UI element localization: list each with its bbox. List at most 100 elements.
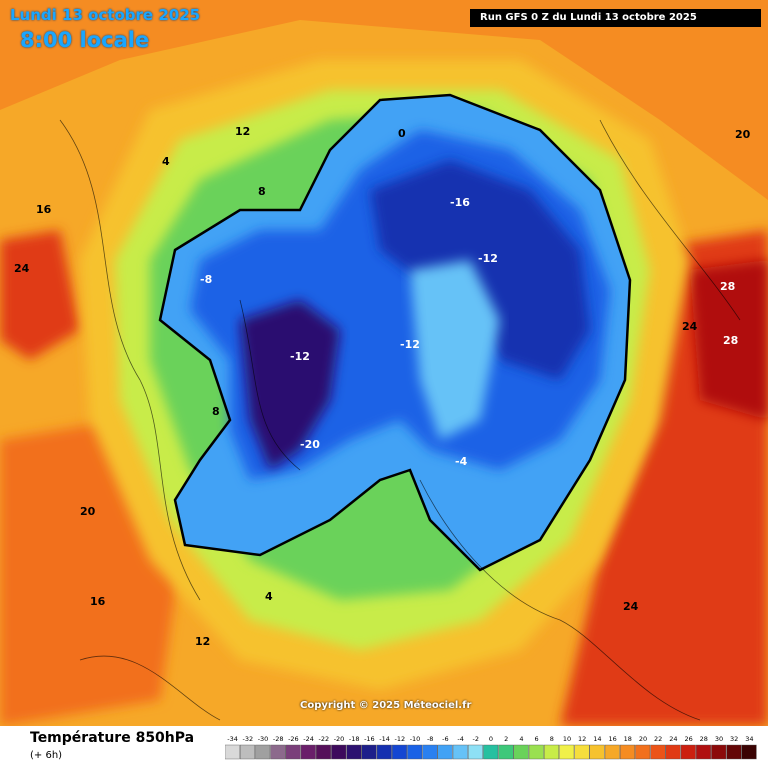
label-24: 24 <box>14 262 30 275</box>
label-minus-12-c: -12 <box>400 338 420 351</box>
frigid-core-siberia <box>370 160 590 380</box>
label-12: 12 <box>235 125 250 138</box>
label-minus-20: -20 <box>300 438 320 451</box>
legend-tick-label: 14 <box>593 735 601 743</box>
legend-swatch <box>604 744 620 760</box>
legend-swatch <box>711 744 727 760</box>
legend-swatch <box>225 744 240 760</box>
temperature-map: -12 -20 -16 -12 -8 -12 -4 0 4 4 8 8 12 1… <box>0 0 768 726</box>
legend-tick-label: 18 <box>624 735 632 743</box>
legend-swatch <box>467 744 483 760</box>
legend-swatch <box>513 744 529 760</box>
legend-tick-label: -16 <box>364 735 375 743</box>
label-12-b: 12 <box>195 635 210 648</box>
label-minus-4: -4 <box>455 455 468 468</box>
coastlines <box>59 119 741 721</box>
forecast-lead-time: (+ 6h) <box>30 750 63 761</box>
warm-north-zone <box>0 0 768 200</box>
legend-swatch <box>239 744 256 760</box>
legend-tick-label: -6 <box>442 735 448 743</box>
legend-swatch <box>696 744 712 760</box>
legend-tick-label: -28 <box>273 735 284 743</box>
legend-tick-label: -8 <box>427 735 433 743</box>
label-28: 28 <box>720 280 735 293</box>
legend-swatch <box>452 744 468 760</box>
label-16-b: 16 <box>36 203 52 216</box>
legend-tick-label: 24 <box>669 735 677 743</box>
label-24-b: 24 <box>682 320 698 333</box>
legend-tick-label: -26 <box>288 735 299 743</box>
legend-tick-label: -34 <box>227 735 238 743</box>
legend-swatch <box>650 744 666 760</box>
legend-tick-label: 28 <box>700 735 708 743</box>
zero-isotherm-line <box>158 93 632 572</box>
legend-tick-label: 2 <box>504 735 508 743</box>
legend-swatch <box>665 744 681 760</box>
legend-swatch <box>544 744 560 760</box>
label-20-b: 20 <box>735 128 751 141</box>
legend-tick-label: -12 <box>394 735 405 743</box>
label-16: 16 <box>90 595 106 608</box>
legend-tick-label: 0 <box>489 735 493 743</box>
label-24-c: 24 <box>623 600 639 613</box>
forecast-time: 8:00 locale <box>20 28 150 52</box>
label-minus-8: -8 <box>200 273 212 286</box>
legend-tick-label: -4 <box>457 735 463 743</box>
hottest-east-zone <box>690 260 768 420</box>
legend-tick-label: 4 <box>519 735 523 743</box>
legend-tick-label: -30 <box>258 735 269 743</box>
label-minus-12: -12 <box>290 350 310 363</box>
legend-swatch <box>620 744 636 760</box>
legend-tick-label: -20 <box>334 735 345 743</box>
legend-tick-label: 22 <box>654 735 662 743</box>
legend-swatch <box>422 744 438 760</box>
legend-tick-label: 32 <box>730 735 738 743</box>
legend-tick-label: -10 <box>410 735 421 743</box>
legend-swatch <box>255 744 271 760</box>
legend-swatch <box>331 744 347 760</box>
legend-swatch <box>741 744 757 760</box>
legend-swatch <box>437 744 453 760</box>
color-scale: -34 -32 -30 -28 -26 -24 -22 -20 -18 -16 -14 -12 -10-… <box>225 735 757 760</box>
run-info: Run GFS 0 Z du Lundi 13 octobre 2025 <box>470 9 761 27</box>
legend-swatch <box>315 744 331 760</box>
forecast-date: Lundi 13 octobre 2025 <box>10 6 201 24</box>
label-4-b: 4 <box>162 155 170 168</box>
legend-tick-label: 26 <box>684 735 692 743</box>
legend-swatch <box>483 744 499 760</box>
legend-swatch <box>391 744 407 760</box>
legend-swatch <box>346 744 362 760</box>
legend-swatch <box>589 744 605 760</box>
legend-swatch <box>270 744 286 760</box>
label-8-b: 8 <box>258 185 266 198</box>
label-28-b: 28 <box>723 334 738 347</box>
legend-tick-label: -32 <box>242 735 253 743</box>
legend-tick-label: -24 <box>303 735 314 743</box>
legend-tick-label: 8 <box>550 735 554 743</box>
frigid-core-greenland <box>240 300 340 470</box>
legend-tick-label: -14 <box>379 735 390 743</box>
arctic-ocean-lighter-zone <box>410 260 500 440</box>
label-20: 20 <box>80 505 96 518</box>
legend-swatch <box>726 744 742 760</box>
legend-swatch <box>498 744 514 760</box>
legend-swatch <box>361 744 377 760</box>
legend-tick-label: 6 <box>535 735 539 743</box>
label-minus-16: -16 <box>450 196 470 209</box>
legend-swatch <box>574 744 590 760</box>
copyright-notice: Copyright © 2025 Méteociel.fr <box>300 700 472 711</box>
hot-west-zone <box>0 230 80 360</box>
legend-swatch <box>407 744 423 760</box>
label-8: 8 <box>212 405 220 418</box>
legend-swatch <box>635 744 651 760</box>
contour-labels: -12 -20 -16 -12 -8 -12 -4 0 4 4 8 8 12 1… <box>14 125 751 648</box>
legend-swatch <box>680 744 696 760</box>
label-zero: 0 <box>398 127 406 140</box>
legend-tick-label: 10 <box>563 735 571 743</box>
legend-swatch <box>376 744 392 760</box>
legend-swatch <box>559 744 575 760</box>
variable-title: Température 850hPa <box>30 730 195 746</box>
legend-footer: Température 850hPa (+ 6h) -34 -32 -30 -28 -2… <box>0 726 768 768</box>
legend-tick-label: -2 <box>473 735 479 743</box>
label-4: 4 <box>265 590 273 603</box>
